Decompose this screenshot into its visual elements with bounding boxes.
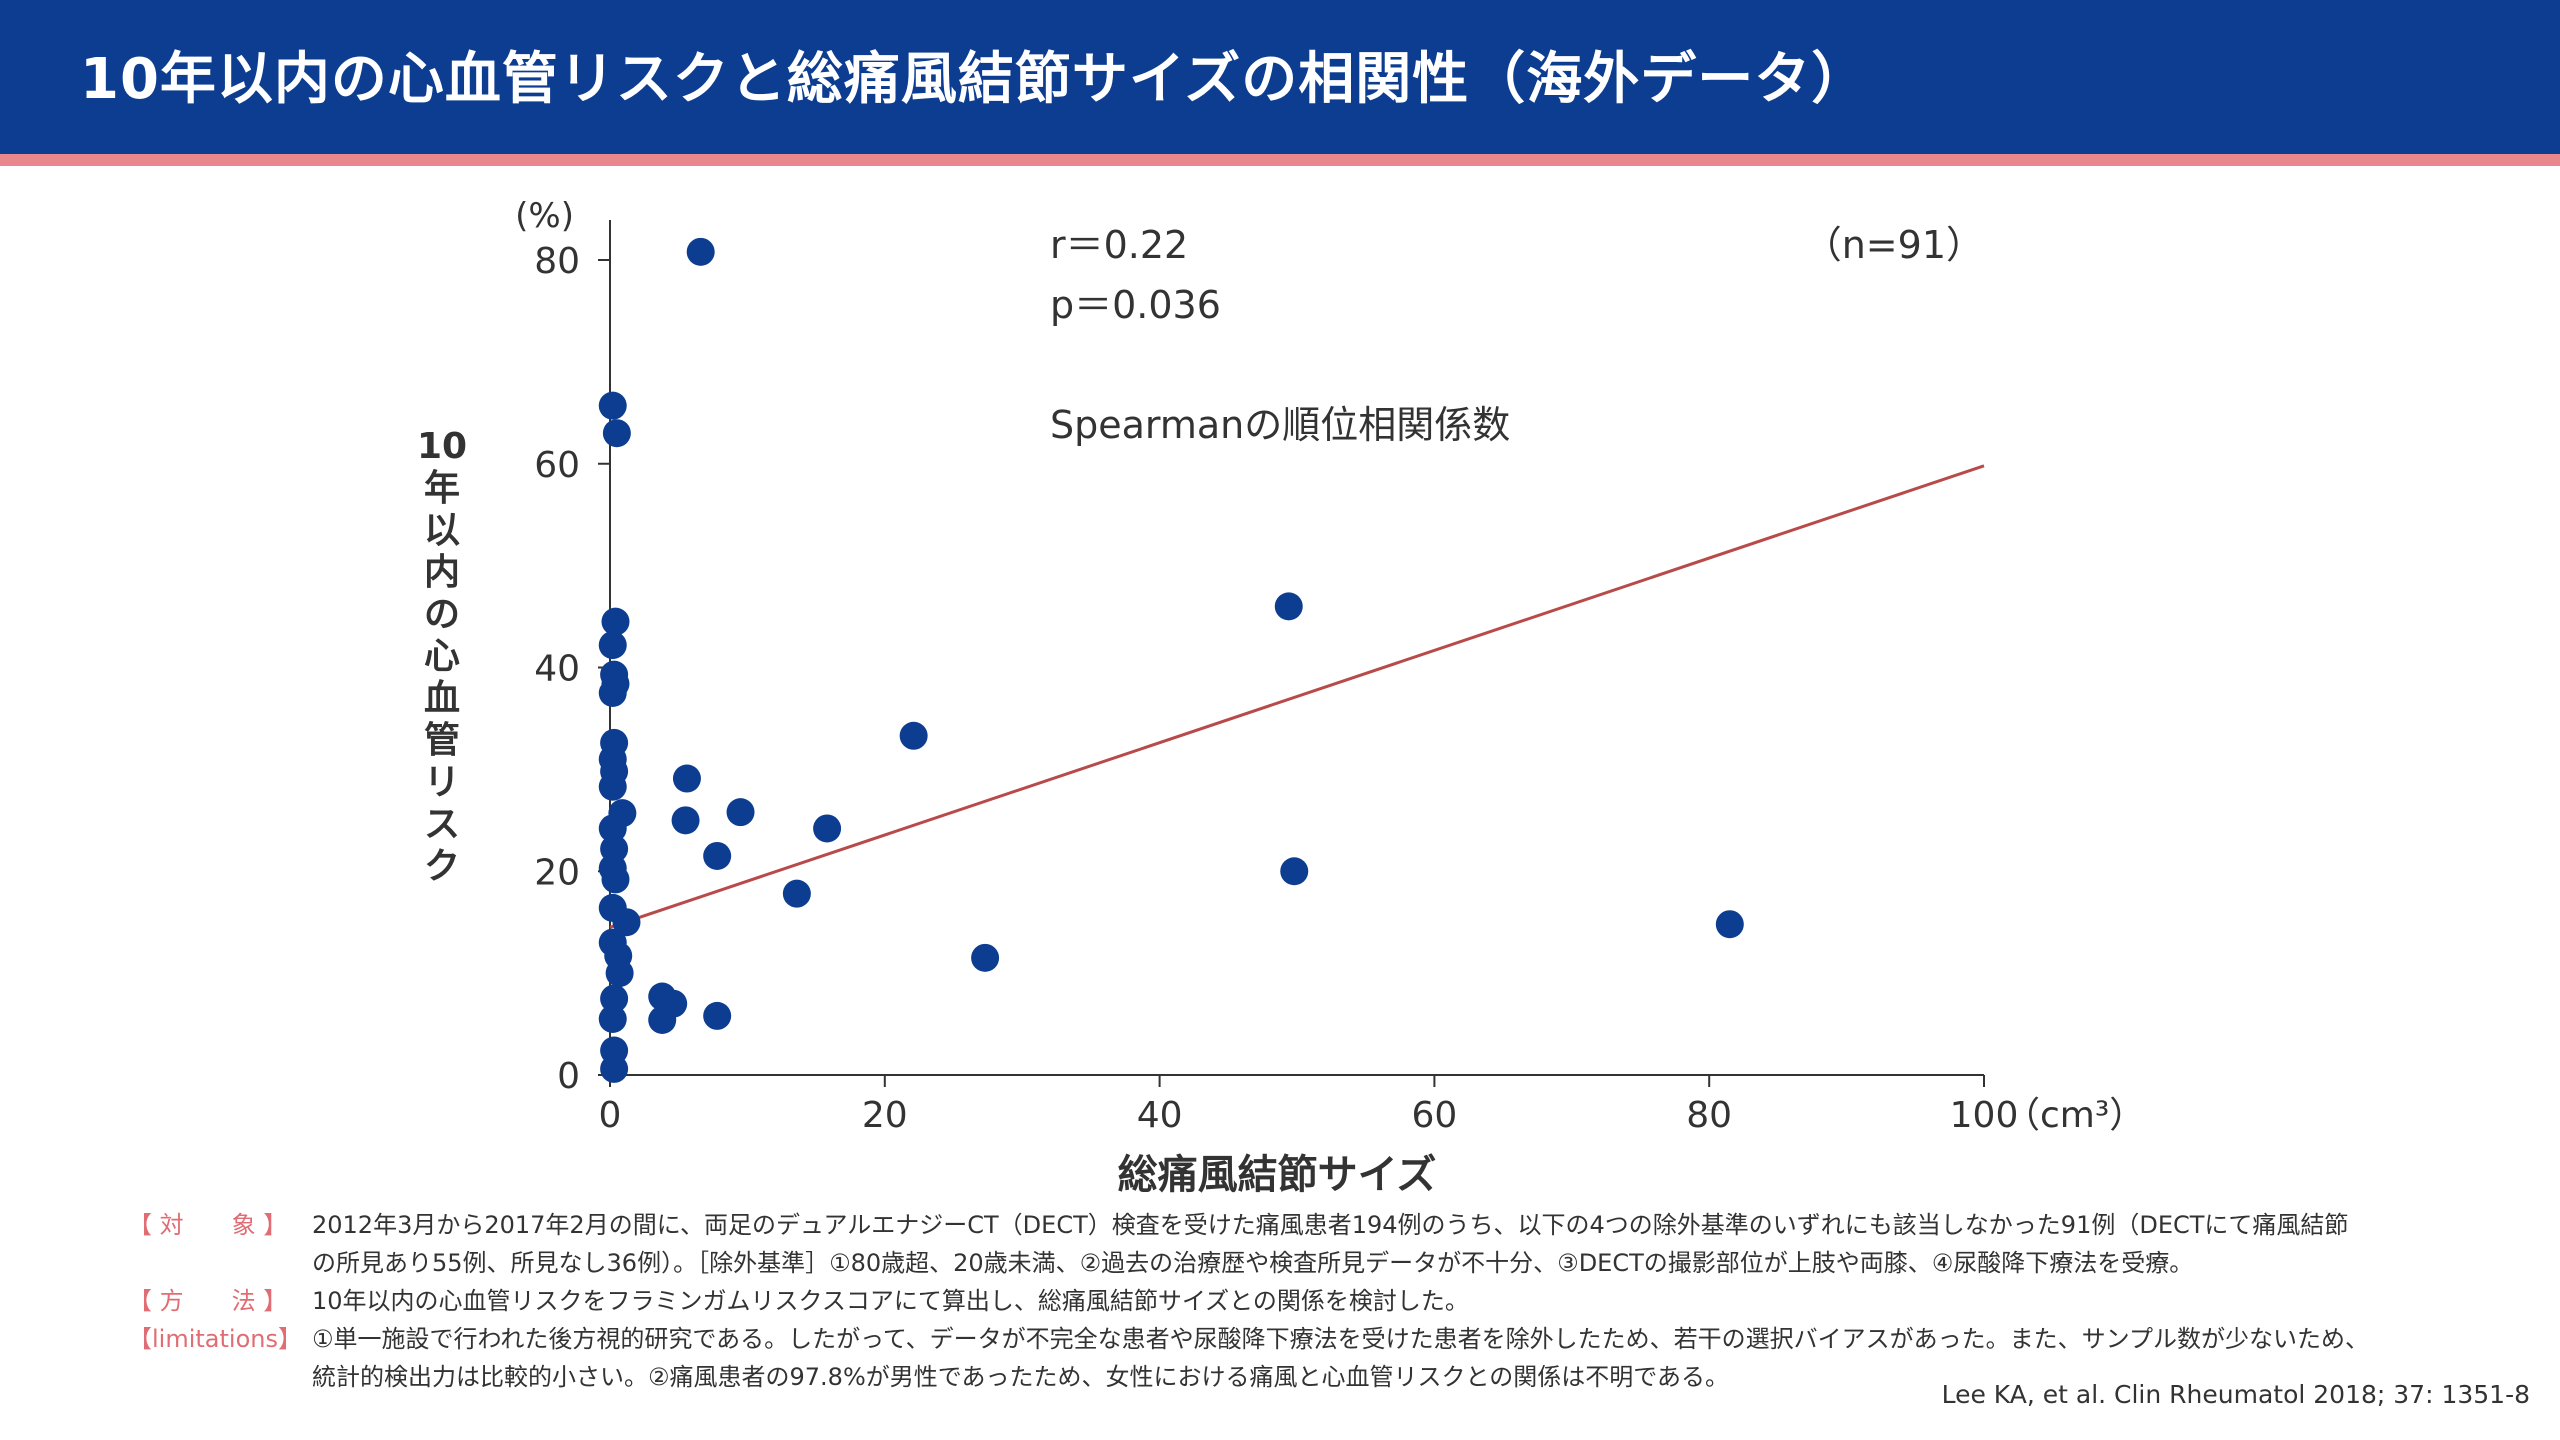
y-axis-title-char: 内	[424, 552, 460, 593]
data-point	[601, 607, 630, 636]
y-tick-label: 0	[557, 1056, 580, 1097]
stat-method: Spearmanの順位相関係数	[1050, 403, 1510, 447]
y-tick-label: 80	[534, 241, 580, 282]
data-point	[598, 1004, 627, 1033]
data-point	[598, 772, 627, 801]
data-point	[605, 959, 634, 988]
y-tick-label: 20	[534, 852, 580, 893]
note-text-line: 2012年3月から2017年2月の間に、両足のデュアルエナジーCT（DECT）検…	[312, 1211, 2349, 1239]
data-point	[671, 806, 700, 835]
data-point	[703, 841, 732, 870]
data-point	[598, 678, 627, 707]
data-point	[600, 984, 629, 1013]
data-point	[598, 631, 627, 660]
y-axis-title-char: 以	[424, 510, 460, 551]
data-point	[598, 814, 627, 843]
y-axis-title-char: の	[424, 594, 460, 635]
data-point	[703, 1001, 732, 1030]
header-bar: 10年以内の心血管リスクと総痛風結節サイズの相関性（海外データ）	[0, 0, 2560, 154]
note-text-line: 統計的検出力は比較的小さい。②痛風患者の97.8%が男性であったため、女性におけ…	[312, 1363, 1730, 1391]
header-accent-rule	[0, 154, 2560, 166]
note-text-line: 10年以内の心血管リスクをフラミンガムリスクスコアにて算出し、総痛風結節サイズと…	[312, 1287, 1469, 1315]
page-title: 10年以内の心血管リスクと総痛風結節サイズの相関性（海外データ）	[80, 47, 1869, 112]
data-point	[782, 879, 811, 908]
data-point	[648, 1005, 677, 1034]
note-label-subjects: 【 対 象 】	[128, 1211, 288, 1239]
trend-line	[609, 464, 1985, 929]
citation: Lee KA, et al. Clin Rheumatol 2018; 37: …	[1941, 1380, 2530, 1409]
y-axis-title-char: ス	[424, 804, 460, 845]
stat-p-value: p＝0.036	[1050, 283, 1221, 327]
x-tick-label: 20	[862, 1095, 908, 1136]
x-unit-label: （cm³）	[2004, 1095, 2145, 1136]
x-tick-label: 100	[1950, 1095, 2019, 1136]
note-method: 【 方 法 】 10年以内の心血管リスクをフラミンガムリスクスコアにて算出し、総…	[128, 1282, 2428, 1320]
data-point	[971, 943, 1000, 972]
data-point	[600, 1054, 629, 1083]
note-subjects: 【 対 象 】 2012年3月から2017年2月の間に、両足のデュアルエナジーC…	[128, 1206, 2428, 1282]
data-point	[672, 764, 701, 793]
data-point	[1715, 910, 1744, 939]
note-text-line: ①単一施設で行われた後方視的研究である。したがって、データが不完全な患者や尿酸降…	[312, 1325, 2369, 1353]
note-label-method: 【 方 法 】	[128, 1287, 288, 1315]
note-text-line: の所見あり55例、所見なし36例）。［除外基準］①80歳超、20歳未満、②過去の…	[312, 1249, 2194, 1277]
y-axis-title-char: 管	[424, 720, 460, 761]
x-axis-title: 総痛風結節サイズ	[1118, 1152, 1437, 1198]
x-tick-label: 80	[1686, 1095, 1732, 1136]
data-point	[899, 721, 928, 750]
data-point	[1274, 592, 1303, 621]
x-tick-label: 0	[599, 1095, 622, 1136]
y-axis-title-char: 年	[424, 468, 460, 509]
y-unit-label: (%)	[515, 196, 574, 236]
stat-r-value: r＝0.22	[1050, 223, 1188, 267]
study-notes: 【 対 象 】 2012年3月から2017年2月の間に、両足のデュアルエナジーC…	[128, 1206, 2428, 1396]
data-point	[598, 391, 627, 420]
y-axis-title-char: リ	[424, 762, 460, 803]
data-point	[602, 419, 631, 448]
data-point	[813, 814, 842, 843]
x-tick-label: 40	[1137, 1095, 1183, 1136]
y-axis-title-char: ク	[424, 846, 460, 887]
data-point	[1280, 857, 1309, 886]
y-tick-label: 40	[534, 649, 580, 690]
note-limitations: 【limitations】 ①単一施設で行われた後方視的研究である。したがって、…	[128, 1320, 2428, 1396]
data-point	[686, 237, 715, 266]
y-tick-label: 60	[534, 445, 580, 486]
scatter-chart: 0 20 40 60 80 0 20 40 60 80 100 (%) （cm³） 総痛風結節サイズ 10…	[417, 196, 2145, 1198]
data-point	[726, 798, 755, 827]
y-axis-title-char: 10	[417, 426, 467, 467]
x-tick-label: 60	[1411, 1095, 1457, 1136]
y-axis-title-char: 心	[424, 636, 460, 677]
y-axis-title-char: 血	[424, 678, 460, 719]
note-label-limitations: 【limitations】	[128, 1325, 302, 1353]
data-point	[601, 865, 630, 894]
sample-size: （n=91）	[1804, 223, 1984, 267]
data-point	[612, 908, 641, 937]
